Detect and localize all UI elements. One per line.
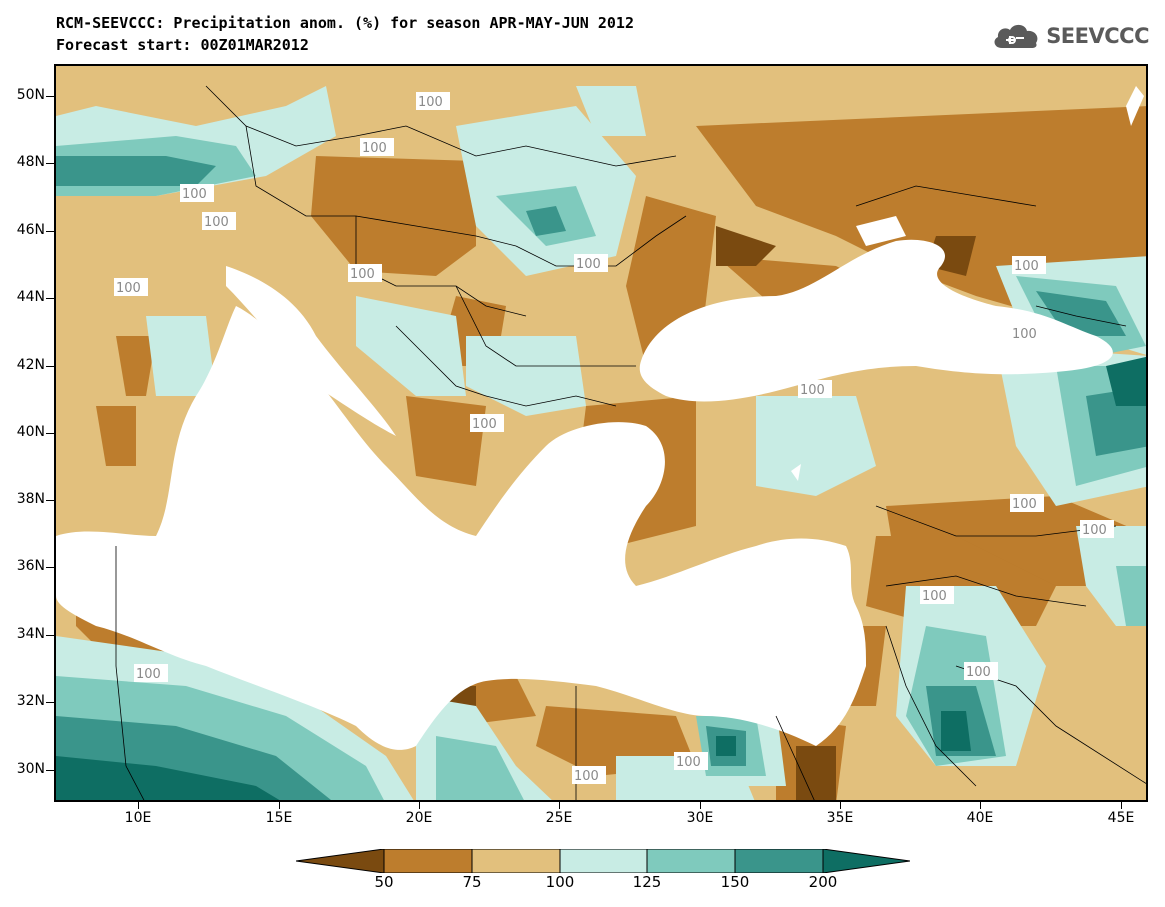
lon-label-15e: 15E — [265, 810, 293, 826]
contour-label: 100 — [966, 665, 991, 680]
precipitation-anomaly-map: 100 100 100 100 100 100 100 100 100 100 … — [54, 64, 1148, 802]
lat-label-50n: 50N — [16, 87, 45, 103]
contour-label: 100 — [1012, 327, 1037, 342]
contour-label: 100 — [1014, 259, 1039, 274]
sea-mask — [56, 86, 1144, 750]
contour-label: 100 — [116, 281, 141, 296]
colorbar-swatch-125-150 — [647, 849, 735, 873]
colorbar-swatch-75-100 — [472, 849, 560, 873]
lon-label-35e: 35E — [826, 810, 854, 826]
lon-label-10e: 10E — [124, 810, 152, 826]
contour-label: 100 — [362, 141, 387, 156]
map-title: RCM-SEEVCCC: Precipitation anom. (%) for… — [56, 14, 634, 32]
contour-label: 100 — [136, 667, 161, 682]
lat-label-42n: 42N — [16, 357, 45, 373]
contour-label: 100 — [676, 755, 701, 770]
lat-label-36n: 36N — [16, 558, 45, 574]
contour-label: 100 — [1082, 523, 1107, 538]
forecast-start-subtitle: Forecast start: 00Z01MAR2012 — [56, 36, 309, 54]
anomaly-above-200-zones — [56, 356, 1146, 800]
seevccc-logo: SEEVCCC — [990, 20, 1149, 52]
colorbar-swatch-below-50 — [296, 849, 384, 873]
lat-label-38n: 38N — [16, 491, 45, 507]
lat-label-32n: 32N — [16, 693, 45, 709]
lon-label-25e: 25E — [545, 810, 573, 826]
lat-label-48n: 48N — [16, 154, 45, 170]
colorbar-label-200: 200 — [808, 873, 838, 891]
lat-label-46n: 46N — [16, 222, 45, 238]
map-canvas: 100 100 100 100 100 100 100 100 100 100 … — [56, 85, 1146, 800]
lat-label-44n: 44N — [16, 289, 45, 305]
colorbar-label-125: 125 — [632, 873, 662, 891]
contour-label: 100 — [922, 589, 947, 604]
contour-label: 100 — [576, 257, 601, 272]
colorbar-swatch-100-125 — [560, 849, 647, 873]
colorbar-swatch-above-200 — [823, 849, 910, 873]
contour-label: 100 — [350, 267, 375, 282]
lat-label-34n: 34N — [16, 626, 45, 642]
contour-label: 100 — [204, 215, 229, 230]
contour-label: 100 — [574, 769, 599, 784]
lon-label-30e: 30E — [686, 810, 714, 826]
colorbar-swatch-50-75 — [384, 849, 472, 873]
lat-label-40n: 40N — [16, 424, 45, 440]
colorbar-label-50: 50 — [374, 873, 394, 891]
borders — [115, 85, 1146, 800]
colorbar-label-150: 150 — [720, 873, 750, 891]
lon-label-45e: 45E — [1107, 810, 1135, 826]
contour-labels: 100 100 100 100 100 100 100 100 100 100 … — [114, 92, 1114, 784]
contour-label: 100 — [182, 187, 207, 202]
lon-label-40e: 40E — [966, 810, 994, 826]
contour-label: 100 — [472, 417, 497, 432]
contour-label: 100 — [1012, 497, 1037, 512]
contour-label: 100 — [800, 383, 825, 398]
colorbar-label-100: 100 — [545, 873, 575, 891]
contour-label: 100 — [418, 95, 443, 110]
lon-label-20e: 20E — [405, 810, 433, 826]
cloud-icon — [994, 24, 1038, 48]
colorbar-swatch-150-200 — [735, 849, 823, 873]
colorbar-label-75: 75 — [462, 873, 482, 891]
lat-label-30n: 30N — [16, 761, 45, 777]
colorbar — [296, 849, 910, 873]
logo-text: SEEVCCC — [1046, 24, 1149, 48]
